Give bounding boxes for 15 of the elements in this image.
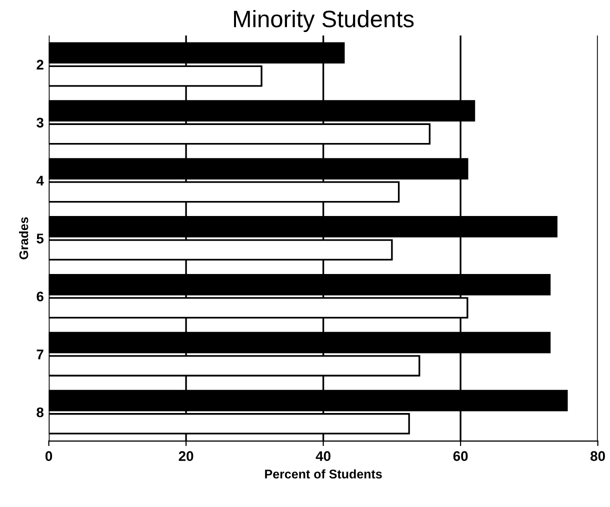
y-tick-label: 8 (36, 407, 44, 418)
x-tick-label: 60 (453, 451, 468, 462)
y-tick-label: 7 (36, 350, 44, 360)
y-tick-label: 5 (36, 234, 44, 244)
x-tick-label: 40 (316, 451, 330, 462)
y-tick-label: 6 (36, 292, 44, 302)
x-tick-label: 0 (45, 451, 52, 462)
x-tick-label: 20 (178, 451, 194, 462)
y-tick-label: 2 (36, 60, 44, 70)
y-tick-label: 4 (36, 176, 44, 186)
y-tick-label: 3 (36, 118, 44, 128)
y-axis-title: Grades (19, 217, 28, 260)
chart-title: Minority Students (234, 10, 414, 32)
x-tick-label: 80 (590, 451, 605, 462)
x-axis-title: Percent of Students (265, 469, 382, 478)
